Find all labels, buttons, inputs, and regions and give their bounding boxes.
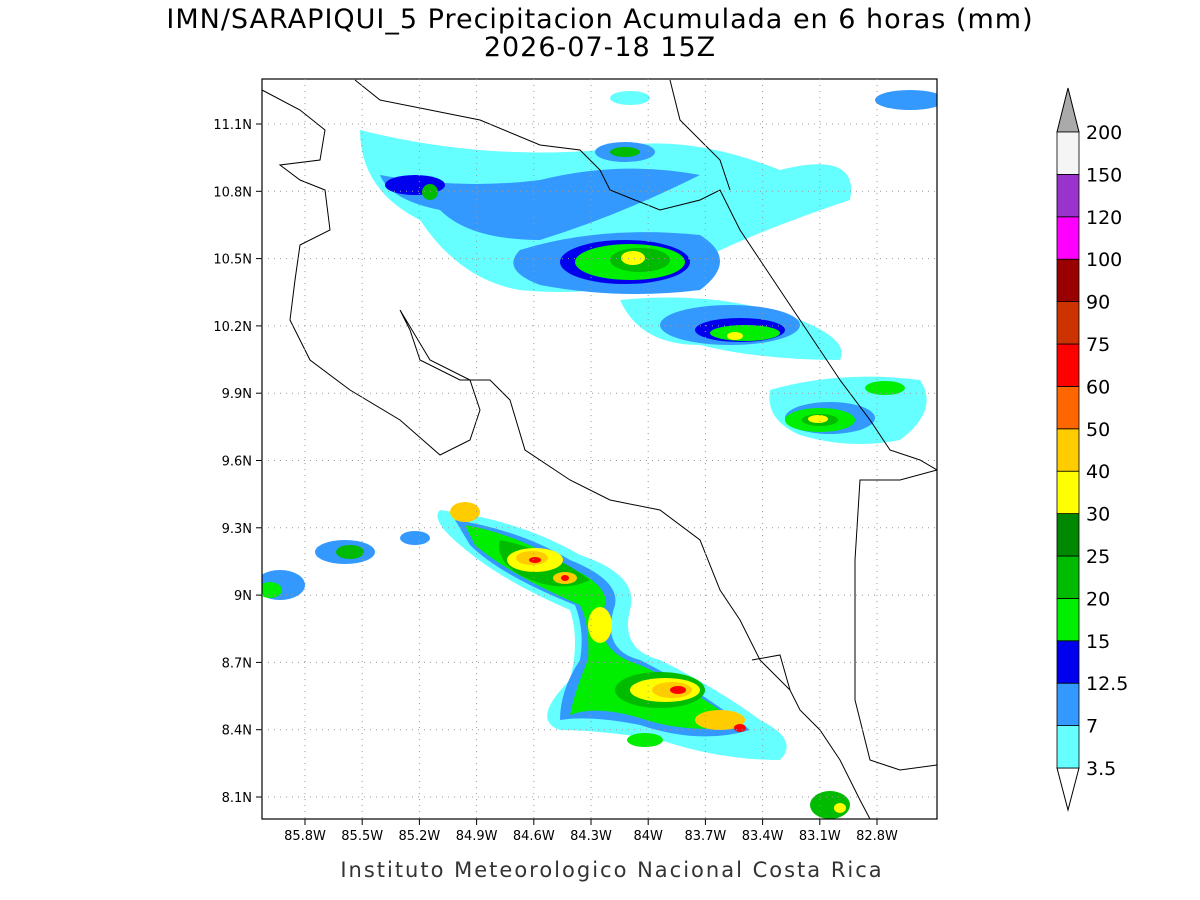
colorbar-segment <box>1056 385 1080 430</box>
x-tick-label: 85.5W <box>341 829 383 844</box>
y-tick-label: 9.3N <box>222 522 252 537</box>
colorbar-label: 100 <box>1086 249 1122 271</box>
x-tick-label: 82.8W <box>856 829 898 844</box>
colorbar-over <box>1056 87 1080 133</box>
y-tick-label: 8.1N <box>222 791 252 806</box>
x-tick-label: 84.6W <box>513 829 555 844</box>
y-tick-label: 9.6N <box>222 455 252 470</box>
colorbar-label: 30 <box>1086 504 1110 526</box>
y-tick-label: 8.4N <box>222 724 252 739</box>
coastlines <box>262 79 937 819</box>
y-tick-label: 9.9N <box>222 387 252 402</box>
colorbar-label: 50 <box>1086 419 1110 441</box>
x-tick-label: 85.8W <box>284 829 326 844</box>
y-tick-label: 9N <box>234 589 252 604</box>
colorbar-segment <box>1056 131 1080 175</box>
x-tick-label: 83.7W <box>684 829 726 844</box>
colorbar-label: 120 <box>1086 207 1122 229</box>
footer: Instituto Meteorologico Nacional Costa R… <box>340 858 883 882</box>
colorbar-segment <box>1056 301 1080 345</box>
colorbar-label: 200 <box>1086 122 1122 144</box>
title: IMN/SARAPIQUI_5 Precipitacion Acumulada … <box>166 4 1033 35</box>
precip-field <box>262 90 937 819</box>
colorbar-label: 75 <box>1086 334 1110 356</box>
x-tick-label: 84W <box>633 829 663 844</box>
y-tick-label: 8.7N <box>222 656 252 671</box>
colorbar-segment <box>1056 555 1080 599</box>
colorbar-label: 7 <box>1086 716 1098 738</box>
y-tick-label: 10.2N <box>213 320 252 335</box>
colorbar-label: 150 <box>1086 164 1122 186</box>
x-tick-label: 83.1W <box>799 829 841 844</box>
colorbar-segment <box>1056 173 1080 218</box>
x-tick-label: 83.4W <box>742 829 784 844</box>
colorbar-label: 40 <box>1086 461 1110 483</box>
colorbar-segment <box>1056 258 1080 303</box>
colorbar-segment <box>1056 216 1080 260</box>
y-tick-label: 10.5N <box>213 253 252 268</box>
y-tick-label: 11.1N <box>213 118 252 133</box>
colorbar-segment <box>1056 513 1080 557</box>
colorbar-segment <box>1056 428 1080 472</box>
colorbar-segment <box>1056 725 1080 769</box>
colorbar-segment <box>1056 640 1080 684</box>
colorbar-label: 15 <box>1086 631 1110 653</box>
x-tick-label: 84.3W <box>570 829 612 844</box>
colorbar-label: 90 <box>1086 292 1110 314</box>
colorbar-label: 3.5 <box>1086 758 1116 780</box>
subtitle: 2026-07-18 15Z <box>484 32 716 63</box>
colorbar-segment <box>1056 343 1080 387</box>
colorbar-segment <box>1056 470 1080 515</box>
colorbar-under <box>1056 767 1080 812</box>
colorbar-label: 60 <box>1086 376 1110 398</box>
x-tick-label: 84.9W <box>456 829 498 844</box>
colorbar-segment <box>1056 598 1080 642</box>
colorbar-label: 20 <box>1086 588 1110 610</box>
x-tick-label: 85.2W <box>398 829 440 844</box>
colorbar-label: 25 <box>1086 546 1110 568</box>
y-tick-label: 10.8N <box>213 185 252 200</box>
map-frame <box>261 78 938 820</box>
colorbar-segment <box>1056 682 1080 727</box>
colorbar-label: 12.5 <box>1086 673 1128 695</box>
